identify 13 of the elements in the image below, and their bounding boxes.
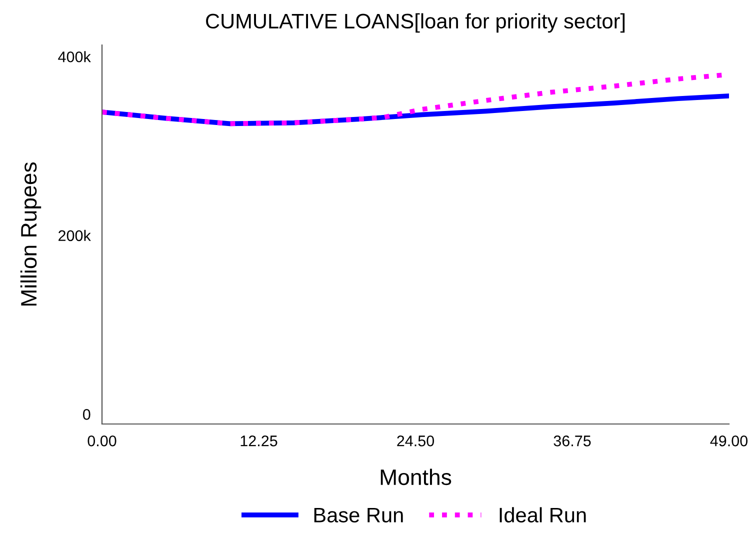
y-axis-title: Million Rupees: [20, 162, 42, 306]
x-tick-label: 49.00: [710, 436, 748, 446]
x-tick-label: 0.00: [88, 436, 116, 446]
x-tick-label: 12.25: [240, 436, 278, 446]
x-tick-label: 24.50: [397, 436, 434, 446]
legend-label: Base Run: [314, 508, 403, 522]
x-tick-label: 36.75: [554, 436, 591, 446]
y-tick-label: 200k: [58, 230, 91, 242]
legend-label: Ideal Run: [500, 507, 586, 522]
x-axis-title: Months: [380, 468, 452, 486]
y-tick-label: 400k: [58, 51, 91, 62]
chart-title: CUMULATIVE LOANS[loan for priority sector]: [206, 13, 625, 33]
y-tick-label: 0: [82, 409, 90, 420]
